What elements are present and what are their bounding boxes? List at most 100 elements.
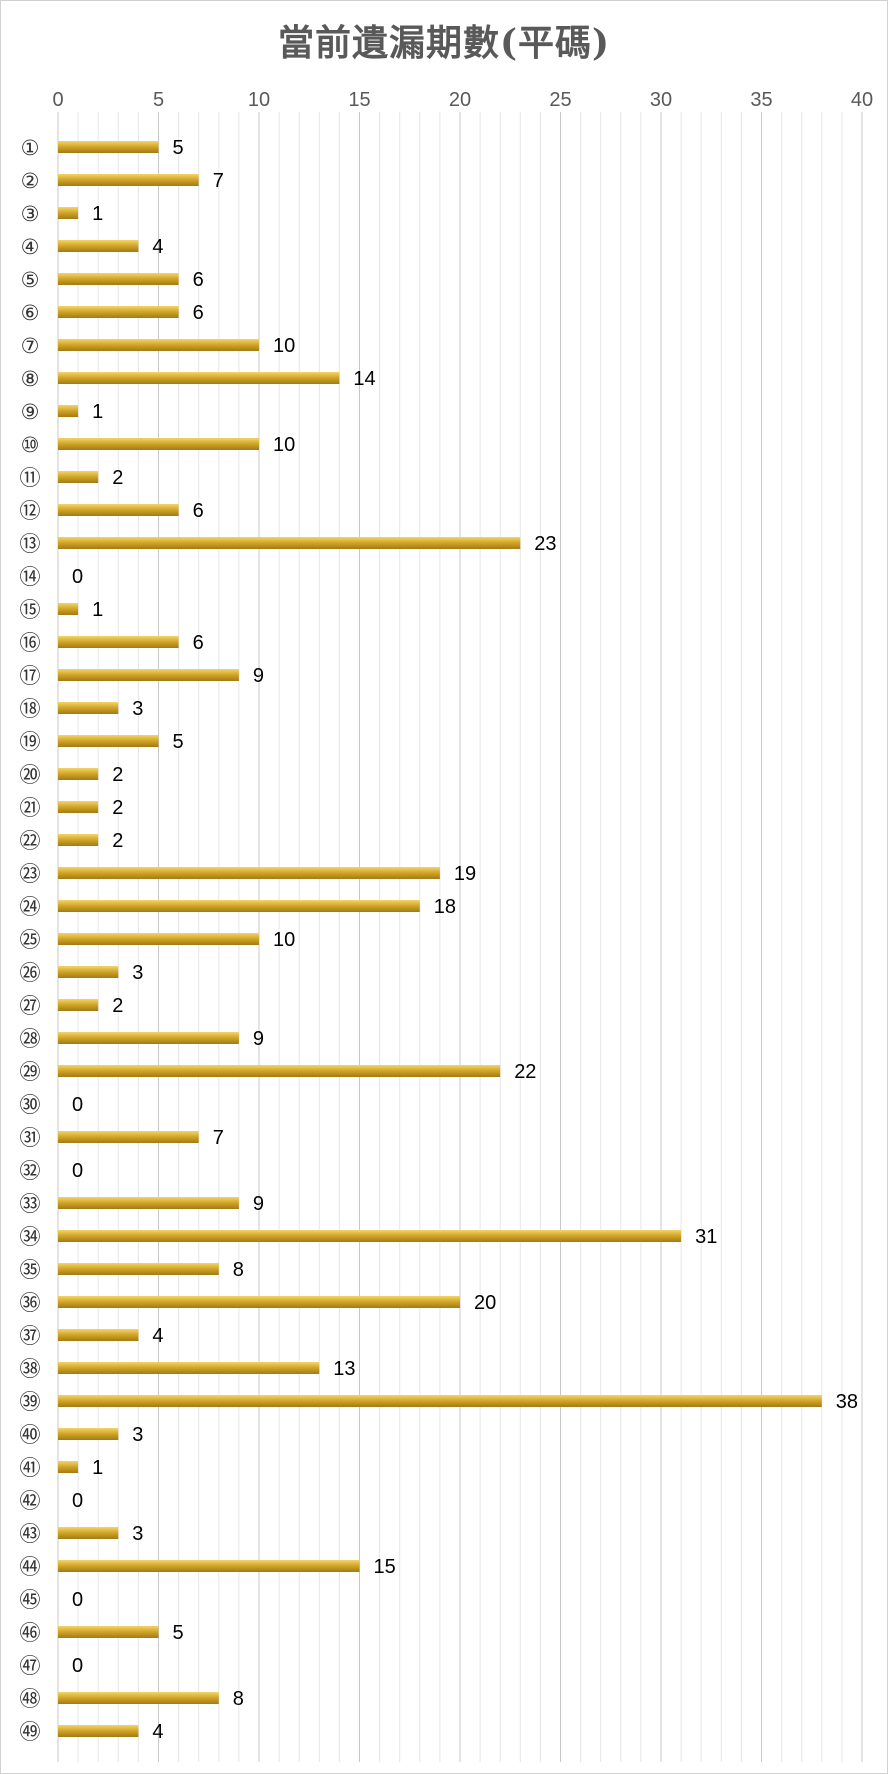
- bar: [58, 537, 521, 549]
- data-label: 9: [253, 1193, 264, 1215]
- bar: [58, 966, 119, 978]
- category-label: ④: [21, 235, 40, 259]
- category-label: ⑲: [20, 730, 41, 754]
- category-label: ㊷: [20, 1489, 41, 1513]
- data-label: 14: [353, 368, 375, 390]
- category-label: ⑥: [21, 301, 40, 325]
- bar: [58, 867, 440, 879]
- data-label: 2: [112, 995, 123, 1017]
- category-label: ①: [21, 136, 40, 160]
- data-label: 6: [193, 500, 204, 522]
- data-label: 7: [213, 170, 224, 192]
- data-label: 0: [72, 1160, 83, 1182]
- category-label: ⑦: [21, 334, 40, 358]
- category-label: ⑰: [20, 664, 41, 688]
- data-label: 3: [132, 698, 143, 720]
- bar: [58, 174, 199, 186]
- x-tick-label: 0: [52, 89, 63, 111]
- category-label: ㊸: [20, 1522, 41, 1546]
- bar: [58, 669, 239, 681]
- data-label: 2: [112, 764, 123, 786]
- x-tick-label: 40: [851, 89, 873, 111]
- bar: [58, 1032, 239, 1044]
- category-label: ⑤: [21, 268, 40, 292]
- bar: [58, 768, 99, 780]
- bars: [58, 141, 822, 1737]
- data-label: 5: [173, 1622, 184, 1644]
- category-label: ㉓: [20, 862, 41, 886]
- bar: [58, 1263, 219, 1275]
- category-label: ㉖: [20, 961, 41, 985]
- data-label: 1: [92, 1457, 103, 1479]
- category-label: ㊺: [20, 1588, 41, 1612]
- data-label: 0: [72, 1094, 83, 1116]
- category-label: ⑩: [21, 433, 40, 457]
- data-label: 23: [534, 533, 556, 555]
- bar: [58, 1230, 682, 1242]
- bar: [58, 999, 99, 1011]
- data-label: 1: [92, 203, 103, 225]
- bar: [58, 273, 179, 285]
- data-label: 4: [152, 236, 163, 258]
- data-label: 0: [72, 566, 83, 588]
- category-label: ㊹: [20, 1555, 41, 1579]
- bar: [58, 438, 259, 450]
- bar: [58, 339, 259, 351]
- bar: [58, 702, 119, 714]
- data-label: 4: [152, 1325, 163, 1347]
- bar: [58, 933, 259, 945]
- category-label: ㉒: [20, 829, 41, 853]
- x-tick-label: 35: [750, 89, 772, 111]
- category-label: ⑧: [21, 367, 40, 391]
- data-label: 3: [132, 1523, 143, 1545]
- bar: [58, 1626, 159, 1638]
- data-label: 15: [374, 1556, 396, 1578]
- bar: [58, 1692, 219, 1704]
- data-label: 9: [253, 1028, 264, 1050]
- bar: [58, 240, 139, 252]
- category-label: ㊻: [20, 1621, 41, 1645]
- bar: [58, 801, 99, 813]
- category-label: ㉕: [20, 928, 41, 952]
- data-label: 5: [173, 731, 184, 753]
- category-label: ㊱: [20, 1291, 41, 1315]
- x-tick-label: 10: [248, 89, 270, 111]
- data-label: 10: [273, 929, 295, 951]
- category-label: ⑱: [20, 697, 41, 721]
- data-label: 1: [92, 599, 103, 621]
- data-label: 20: [474, 1292, 496, 1314]
- data-label: 8: [233, 1259, 244, 1281]
- bar: [58, 834, 99, 846]
- category-label: ⑭: [20, 565, 41, 589]
- value-labels: 5714661014110262301693522219181032922070…: [72, 137, 858, 1743]
- bar: [58, 603, 79, 615]
- bar: [58, 372, 340, 384]
- data-label: 2: [112, 830, 123, 852]
- category-label: ㊴: [20, 1390, 41, 1414]
- data-label: 19: [454, 863, 476, 885]
- category-label: ㉟: [20, 1258, 41, 1282]
- bar: [58, 1725, 139, 1737]
- bar: [58, 471, 99, 483]
- chart-title: 當前遺漏期數(平碼): [277, 22, 611, 64]
- category-label: ㉛: [20, 1126, 41, 1150]
- category-label: ㉑: [20, 796, 41, 820]
- data-label: 22: [514, 1061, 536, 1083]
- category-label: ⑯: [20, 631, 41, 655]
- category-label: ㊵: [20, 1423, 41, 1447]
- bar: [58, 636, 179, 648]
- data-label: 3: [132, 1424, 143, 1446]
- data-label: 38: [836, 1391, 858, 1413]
- category-label: ⑨: [21, 400, 40, 424]
- data-label: 2: [112, 797, 123, 819]
- bar: [58, 735, 159, 747]
- data-label: 6: [193, 269, 204, 291]
- category-label: ㊶: [20, 1456, 41, 1480]
- category-label: ⑮: [20, 598, 41, 622]
- category-label: ㉘: [20, 1027, 41, 1051]
- data-label: 7: [213, 1127, 224, 1149]
- data-label: 8: [233, 1688, 244, 1710]
- data-label: 13: [333, 1358, 355, 1380]
